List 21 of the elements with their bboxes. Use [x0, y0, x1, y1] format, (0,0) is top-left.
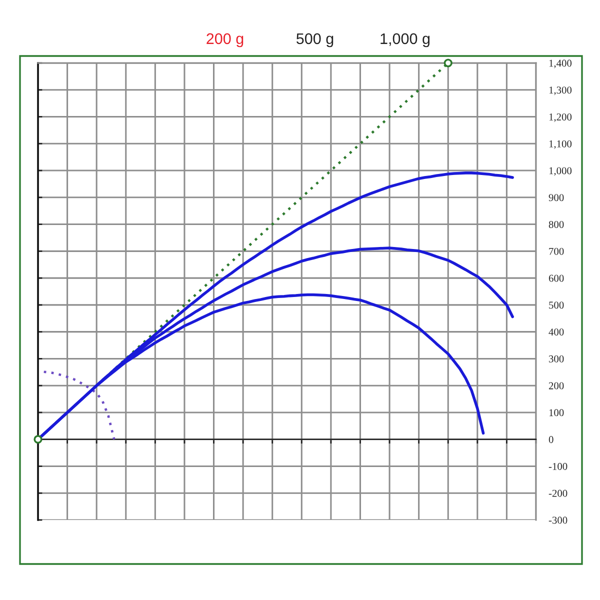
text: 200 g: [206, 33, 244, 48]
y-tick-label: -300: [548, 516, 568, 524]
y-tick-label: 1,200: [549, 113, 572, 122]
text: 500 g: [296, 33, 334, 48]
y-tick-label: 0: [548, 436, 554, 444]
y-tick-label: 1,300: [549, 86, 572, 96]
y-tick-label: -200: [548, 490, 568, 497]
y-tick-label: 900: [548, 194, 564, 202]
y-tick-label: 600: [548, 274, 564, 282]
y-tick-label: 300: [549, 355, 564, 362]
y-tick-label: 1,000: [549, 167, 572, 176]
y-tick-label: 700: [549, 248, 564, 255]
y-tick-label: 500: [549, 302, 564, 309]
y-tick-label: 100: [549, 409, 564, 416]
text: 1,000 g: [380, 33, 430, 48]
y-tick-label: 800: [548, 220, 564, 228]
y-tick-label: 400: [548, 328, 564, 336]
y-tick-label: 1,400: [549, 60, 572, 68]
y-tick-label: 1,100: [549, 140, 572, 149]
y-tick-label: -100: [548, 462, 568, 470]
y-tick-label: 200: [548, 382, 564, 390]
